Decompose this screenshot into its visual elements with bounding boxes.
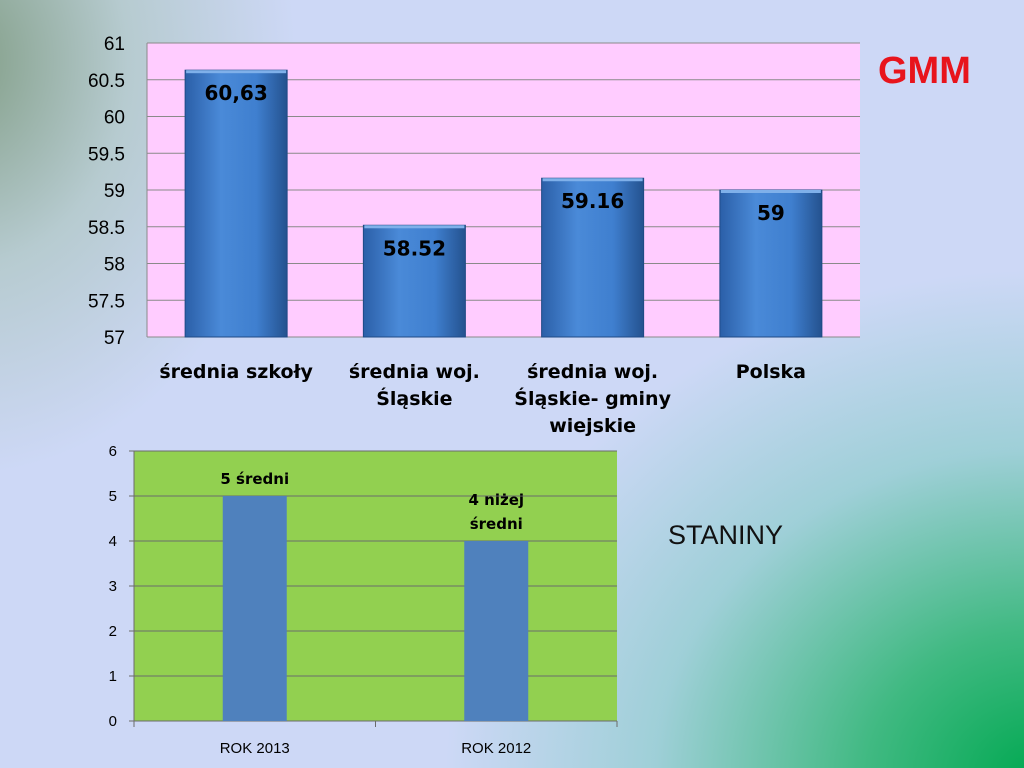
staniny-label: STANINY [668,520,784,550]
y-tick-label: 59.5 [88,144,125,165]
y-tick-label: 58.5 [88,218,125,239]
data-label: 59.16 [561,189,624,213]
y-tick-label: 57 [104,328,125,349]
y-tick-label: 61 [104,34,125,55]
y-tick-label: 58 [104,255,125,276]
y-tick-label: 57.5 [88,291,125,312]
data-label: 58.52 [383,236,446,260]
y-tick-label: 60.5 [88,71,125,92]
brand-title: GMM [878,50,971,92]
category-label: średnia woj. [527,361,658,383]
category-label: średnia woj. [349,361,480,383]
data-label: 60,63 [204,81,267,105]
data-label: 59 [757,201,785,225]
category-label: średnia szkoły [159,361,313,383]
bar-highlight [542,178,643,182]
bar [184,69,288,338]
bar-highlight [186,70,287,74]
category-label: Śląskie- gminy [514,386,671,410]
bar [719,189,823,338]
category-label: wiejskie [549,415,636,437]
bar [362,224,466,338]
bar-highlight [720,190,821,193]
category-label: Śląskie [376,386,452,410]
y-tick-label: 59 [104,181,125,202]
category-label: Polska [736,361,806,383]
y-tick-label: 60 [104,108,125,129]
bar [541,177,645,338]
bar-highlight [364,225,465,229]
